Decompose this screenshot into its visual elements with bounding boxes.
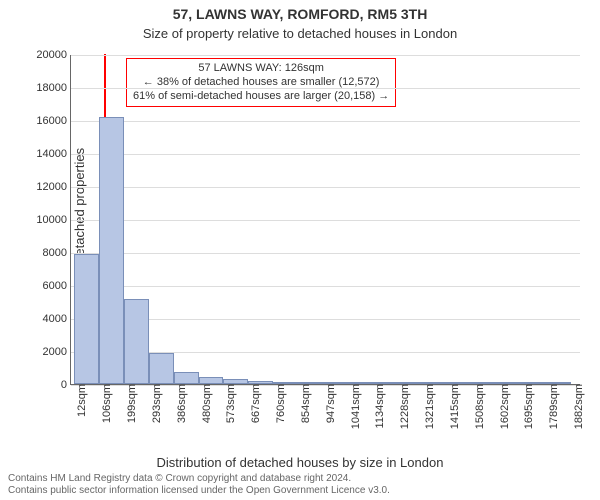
footer-line1: Contains HM Land Registry data © Crown c… bbox=[8, 473, 390, 485]
xtick-label: 293sqm bbox=[149, 384, 163, 423]
ytick-label: 8000 bbox=[43, 247, 71, 259]
xtick-label: 12sqm bbox=[74, 384, 88, 417]
xtick-label: 1602sqm bbox=[497, 384, 511, 429]
chart-title-main: 57, LAWNS WAY, ROMFORD, RM5 3TH bbox=[0, 6, 600, 22]
ytick-label: 10000 bbox=[36, 214, 71, 226]
xtick-label: 854sqm bbox=[298, 384, 312, 423]
ytick-label: 4000 bbox=[43, 313, 71, 325]
gridline bbox=[71, 187, 580, 188]
histogram-bar bbox=[174, 372, 199, 384]
plot-area: 57 LAWNS WAY: 126sqm ← 38% of detached h… bbox=[70, 55, 580, 385]
gridline bbox=[71, 154, 580, 155]
xtick-label: 947sqm bbox=[323, 384, 337, 423]
ytick-label: 6000 bbox=[43, 280, 71, 292]
ytick-label: 12000 bbox=[36, 181, 71, 193]
xtick-label: 667sqm bbox=[248, 384, 262, 423]
ytick-label: 16000 bbox=[36, 115, 71, 127]
gridline bbox=[71, 253, 580, 254]
xtick-label: 1695sqm bbox=[521, 384, 535, 429]
annotation-line3: 61% of semi-detached houses are larger (… bbox=[133, 90, 389, 104]
histogram-bar bbox=[149, 353, 174, 384]
xtick-label: 1508sqm bbox=[472, 384, 486, 429]
ytick-label: 18000 bbox=[36, 82, 71, 94]
xtick-label: 760sqm bbox=[273, 384, 287, 423]
xtick-label: 1321sqm bbox=[422, 384, 436, 429]
ytick-label: 2000 bbox=[43, 346, 71, 358]
chart-title-sub: Size of property relative to detached ho… bbox=[0, 26, 600, 41]
xtick-label: 1882sqm bbox=[571, 384, 585, 429]
xtick-label: 1134sqm bbox=[372, 384, 386, 428]
xtick-label: 386sqm bbox=[174, 384, 188, 423]
gridline bbox=[71, 88, 580, 89]
xtick-label: 1041sqm bbox=[348, 384, 362, 429]
xtick-label: 480sqm bbox=[199, 384, 213, 423]
x-axis-label: Distribution of detached houses by size … bbox=[0, 455, 600, 470]
gridline bbox=[71, 286, 580, 287]
xtick-label: 1415sqm bbox=[447, 384, 461, 429]
chart-container: 57, LAWNS WAY, ROMFORD, RM5 3TH Size of … bbox=[0, 0, 600, 500]
xtick-label: 1228sqm bbox=[397, 384, 411, 429]
xtick-label: 1789sqm bbox=[546, 384, 560, 429]
gridline bbox=[71, 121, 580, 122]
histogram-bar bbox=[199, 377, 224, 384]
footer-line2: Contains public sector information licen… bbox=[8, 485, 390, 497]
annotation-callout: 57 LAWNS WAY: 126sqm ← 38% of detached h… bbox=[126, 58, 396, 107]
histogram-bar bbox=[74, 254, 99, 384]
gridline bbox=[71, 220, 580, 221]
gridline bbox=[71, 55, 580, 56]
xtick-label: 199sqm bbox=[124, 384, 138, 423]
histogram-bar bbox=[99, 117, 124, 384]
annotation-line1: 57 LAWNS WAY: 126sqm bbox=[133, 62, 389, 76]
attribution-footer: Contains HM Land Registry data © Crown c… bbox=[8, 473, 390, 497]
ytick-label: 0 bbox=[61, 379, 71, 391]
xtick-label: 106sqm bbox=[99, 384, 113, 423]
histogram-bar bbox=[124, 299, 149, 384]
xtick-label: 573sqm bbox=[223, 384, 237, 423]
ytick-label: 14000 bbox=[36, 148, 71, 160]
ytick-label: 20000 bbox=[36, 49, 71, 61]
